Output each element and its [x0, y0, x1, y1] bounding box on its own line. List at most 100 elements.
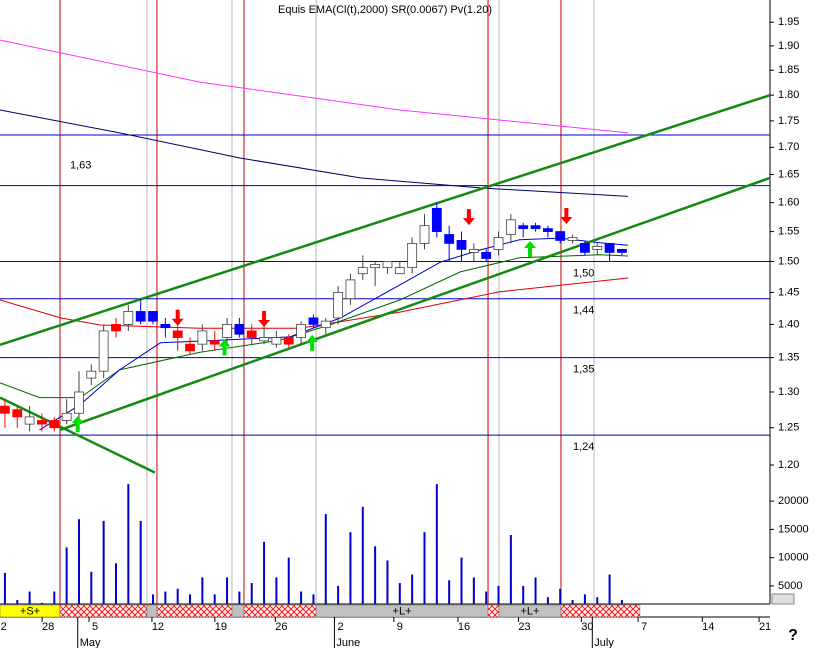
state-label: +S+: [20, 605, 40, 617]
signal-arrow: [171, 309, 184, 326]
volume-bar: [435, 484, 438, 604]
x-tick-label: 21: [759, 621, 771, 633]
candle-body: [580, 243, 590, 253]
signal-arrow: [71, 416, 84, 433]
candle-body: [283, 337, 294, 345]
state-band: [560, 604, 641, 618]
volume-bar: [102, 520, 105, 604]
candle-body: [61, 412, 72, 421]
x-tick-label: 7: [641, 621, 647, 633]
volume-bar: [114, 563, 117, 604]
volume-bar: [337, 585, 340, 604]
volume-bar: [65, 547, 68, 604]
volume-bar: [522, 585, 525, 604]
volume-bar: [152, 594, 155, 604]
level-label: 1,63: [70, 160, 91, 172]
x-tick-label: 9: [397, 621, 403, 633]
help-button[interactable]: ?: [788, 627, 798, 644]
candle-body: [74, 391, 84, 414]
signal-arrow: [462, 209, 475, 226]
volume-bar: [250, 583, 253, 604]
state-band: [487, 604, 500, 618]
state-band: [243, 604, 317, 618]
volume-bar: [374, 546, 377, 604]
y-tick-label: 1.20: [778, 459, 799, 471]
month-label: July: [594, 637, 614, 648]
y-tick-label: 1.45: [778, 286, 799, 298]
y-tick-label: 20000: [778, 495, 809, 507]
candle-body: [518, 225, 529, 230]
candle-body: [481, 251, 492, 259]
candle-body: [246, 330, 257, 338]
candle-body: [493, 237, 504, 250]
volume-bar: [386, 560, 389, 604]
candle-body: [382, 261, 393, 268]
candle-body: [617, 248, 627, 253]
candle-body: [209, 340, 220, 345]
candle-body: [296, 323, 306, 338]
volume-bar: [559, 588, 562, 604]
candle-body: [370, 264, 381, 268]
volume-bar: [164, 591, 167, 604]
candle-body: [259, 337, 269, 342]
volume-bar: [546, 597, 549, 604]
volume-bar: [226, 577, 229, 604]
candle-body: [160, 323, 171, 329]
moving-average: [0, 39, 629, 134]
x-tick-label: 23: [518, 621, 530, 633]
candle-body: [135, 311, 146, 322]
month-label: June: [336, 637, 360, 648]
candle-body: [505, 219, 516, 235]
x-tick-label: 26: [275, 621, 287, 633]
signal-arrow: [560, 207, 573, 224]
y-tick-label: 1.60: [778, 197, 799, 209]
moving-average: [39, 237, 629, 431]
candle-body: [567, 237, 578, 241]
volume-bar: [40, 602, 43, 604]
volume-bar: [127, 484, 130, 604]
candle-body: [234, 323, 245, 335]
volume-bar: [423, 532, 426, 604]
state-band: [231, 604, 245, 618]
candle-body: [333, 291, 344, 319]
volume-bar: [213, 594, 216, 604]
candle-body: [222, 323, 232, 338]
volume-bar: [16, 600, 19, 604]
volume-bar: [534, 577, 537, 604]
volume-bar: [90, 571, 93, 604]
state-band: [156, 604, 233, 618]
y-tick-label: 1.70: [778, 141, 799, 153]
volume-bar: [497, 585, 500, 604]
volume-bar: [485, 591, 488, 604]
volume-bar: [312, 594, 315, 604]
y-tick-label: 1.50: [778, 255, 799, 267]
candle-body: [185, 343, 195, 352]
y-tick-label: 1.85: [778, 64, 799, 76]
x-tick-label: 14: [702, 621, 714, 633]
candle-body: [308, 317, 319, 325]
scroll-control[interactable]: [771, 593, 795, 605]
volume-bar: [53, 591, 56, 604]
candle-body: [320, 320, 331, 329]
candle-body: [197, 330, 208, 345]
candle-body: [357, 267, 368, 275]
volume-bar: [300, 591, 303, 604]
candle-body: [98, 330, 109, 372]
state-band: [146, 604, 158, 618]
volume-bar: [361, 506, 364, 604]
x-tick-label: 2: [338, 621, 344, 633]
candle-body: [123, 311, 134, 325]
y-tick-label: 5000: [778, 580, 802, 592]
signal-arrow: [258, 311, 271, 328]
y-tick-label: 1.35: [778, 351, 799, 363]
signal-arrow: [218, 339, 231, 356]
y-tick-label: 1.75: [778, 115, 799, 127]
candle-body: [468, 248, 479, 253]
volume-bar: [596, 597, 599, 604]
volume-bar: [324, 514, 327, 604]
level-label: 1,24: [573, 441, 594, 453]
candle-body: [419, 225, 430, 244]
volume-bar: [139, 520, 142, 604]
month-label: May: [80, 637, 101, 648]
